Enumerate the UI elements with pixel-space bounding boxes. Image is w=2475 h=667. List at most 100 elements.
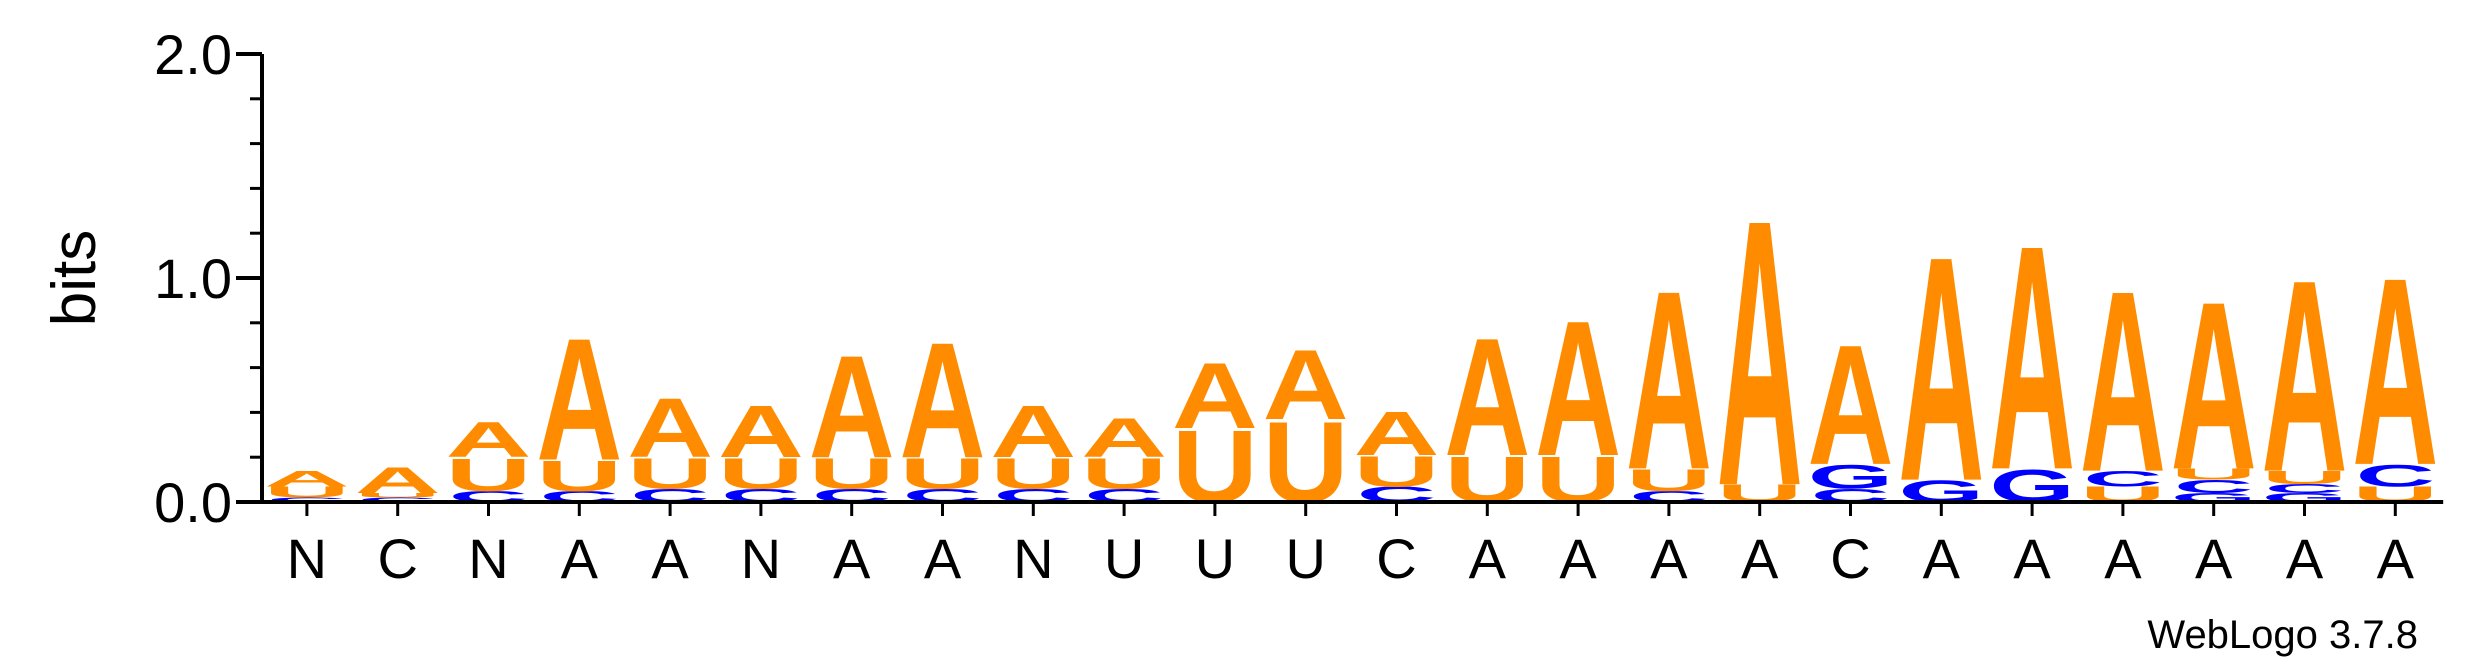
stack-7: CUA: [809, 326, 895, 506]
stack-5: CUA: [627, 381, 713, 506]
y-tick-label: 1.0: [154, 247, 232, 310]
stack-24: UCA: [2352, 222, 2438, 520]
stack-19: GA: [1898, 191, 1984, 549]
letter-C: C: [2356, 459, 2435, 494]
letter-A: A: [355, 459, 441, 501]
letter-U: U: [2261, 467, 2347, 488]
position-label-7: A: [833, 527, 871, 590]
letter-A: A: [1444, 303, 1530, 491]
letter-G: G: [1808, 458, 1894, 496]
letter-A: A: [1626, 239, 1712, 523]
stack-14: UA: [1444, 303, 1530, 517]
stack-1: CUA: [264, 467, 350, 504]
letter-A: A: [445, 413, 531, 469]
letter-U: U: [990, 450, 1076, 499]
stack-15: UA: [1535, 281, 1621, 517]
stack-12: UA: [1263, 330, 1349, 526]
position-label-14: A: [1469, 527, 1507, 590]
letter-C: C: [2083, 467, 2162, 491]
position-label-21: A: [2104, 527, 2142, 590]
letter-U: U: [2171, 466, 2257, 483]
stack-18: CGA: [1807, 311, 1893, 506]
letter-A: A: [809, 326, 895, 489]
position-label-1: N: [287, 527, 327, 590]
stack-6: CUA: [718, 390, 804, 506]
letter-C: C: [267, 496, 346, 503]
position-label-4: A: [561, 527, 599, 590]
letter-A: A: [264, 467, 350, 491]
letter-U: U: [1353, 447, 1439, 496]
letter-A: A: [627, 381, 713, 475]
letter-A: A: [2261, 223, 2347, 529]
stack-21: UCA: [2080, 237, 2166, 526]
letter-A: A: [899, 309, 985, 492]
position-label-15: A: [1559, 527, 1597, 590]
position-label-5: A: [651, 527, 689, 590]
letter-A: A: [1807, 311, 1893, 501]
position-label-17: A: [1741, 527, 1779, 590]
stack-8: CUA: [899, 309, 985, 506]
letter-A: A: [718, 390, 804, 473]
letter-A: A: [1081, 407, 1167, 470]
stack-4: CUA: [536, 302, 622, 506]
position-label-12: U: [1285, 527, 1325, 590]
letter-U: U: [1081, 450, 1167, 499]
y-ticks: 0.0 1.0 2.0: [154, 23, 262, 534]
position-label-10: U: [1104, 527, 1144, 590]
stack-3: CUA: [445, 413, 531, 506]
letter-A: A: [1172, 343, 1258, 448]
position-label-19: A: [1923, 527, 1961, 590]
letter-U: U: [809, 450, 895, 499]
stack-11: UA: [1172, 343, 1258, 524]
letter-A: A: [536, 302, 622, 497]
letter-A: A: [1353, 399, 1439, 468]
y-axis-label: bits: [40, 230, 109, 326]
letter-U: U: [355, 492, 441, 499]
letter-A: A: [2080, 237, 2166, 526]
stack-20: GA: [1989, 179, 2075, 537]
stack-16: CUA: [1626, 239, 1712, 523]
position-label-24: A: [2377, 527, 2415, 590]
letter-C: C: [2265, 482, 2344, 496]
letter-A: A: [1989, 179, 2075, 537]
stack-2: CUA: [355, 459, 441, 503]
letter-C: C: [2174, 476, 2253, 497]
position-label-18: C: [1830, 527, 1870, 590]
letter-U: U: [264, 484, 350, 501]
position-label-13: C: [1376, 527, 1416, 590]
letter-A: A: [990, 390, 1076, 473]
letter-A: A: [1717, 140, 1803, 565]
stack-10: CUA: [1081, 407, 1167, 506]
credit-label: WebLogo 3.7.8: [2147, 613, 2418, 657]
letter-U: U: [1626, 463, 1712, 498]
letter-A: A: [1898, 191, 1984, 549]
position-label-11: U: [1195, 527, 1235, 590]
letter-U: U: [718, 450, 804, 499]
position-label-3: N: [468, 527, 508, 590]
stack-17: UA: [1717, 140, 1803, 565]
stack-9: CUA: [990, 390, 1076, 506]
letter-U: U: [536, 452, 622, 501]
letter-U: U: [899, 450, 985, 499]
position-label-8: A: [924, 527, 962, 590]
letter-A: A: [2171, 253, 2257, 520]
position-label-16: A: [1650, 527, 1688, 590]
position-label-2: C: [377, 527, 417, 590]
letter-A: A: [1263, 330, 1349, 441]
position-label-9: N: [1013, 527, 1053, 590]
position-label-23: A: [2286, 527, 2324, 590]
letter-A: A: [1535, 281, 1621, 496]
stack-13: CUA: [1353, 399, 1439, 506]
letter-A: A: [2352, 222, 2438, 520]
position-label-20: A: [2013, 527, 2051, 590]
position-label-22: A: [2195, 527, 2233, 590]
position-label-6: N: [741, 527, 781, 590]
letter-U: U: [445, 449, 531, 501]
y-tick-label: 2.0: [154, 23, 232, 86]
y-tick-label: 0.0: [154, 471, 232, 534]
